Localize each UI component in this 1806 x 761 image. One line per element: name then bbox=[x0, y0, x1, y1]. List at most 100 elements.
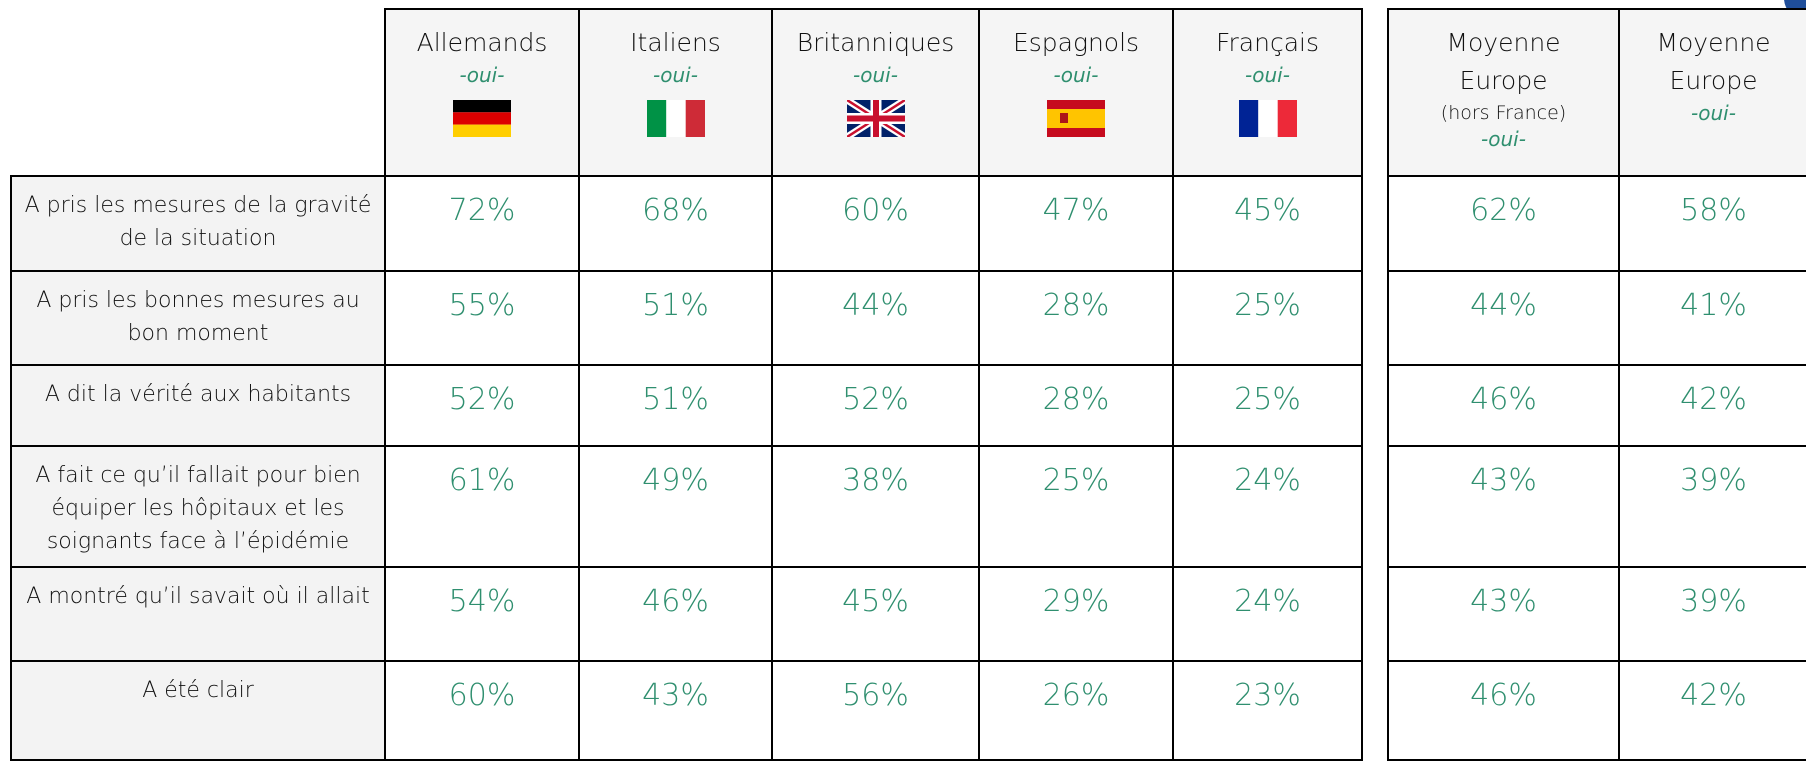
column-sub: -oui- bbox=[459, 63, 505, 87]
flag bbox=[1047, 100, 1105, 137]
column-name: Espagnols bbox=[1012, 28, 1140, 57]
value: 51% bbox=[642, 382, 709, 417]
row-label: A montré qu’il savait où il allait bbox=[10, 566, 386, 662]
column-name: Allemands bbox=[416, 28, 548, 57]
value: 28% bbox=[1042, 288, 1110, 323]
value-cell: 42% bbox=[1618, 660, 1806, 761]
column-header: Espagnols -oui- bbox=[978, 8, 1174, 177]
value: 55% bbox=[448, 288, 516, 323]
value: 25% bbox=[1234, 382, 1301, 417]
value: 60% bbox=[448, 678, 516, 713]
value: 51% bbox=[642, 288, 709, 323]
value-cell: 60% bbox=[771, 175, 980, 272]
value: 42% bbox=[1680, 678, 1747, 713]
value: 62% bbox=[1470, 193, 1537, 228]
value-cell: 46% bbox=[1387, 364, 1620, 447]
column-name: Français bbox=[1215, 28, 1320, 57]
value: 52% bbox=[448, 382, 516, 417]
value-cell: 28% bbox=[978, 364, 1174, 447]
value: 46% bbox=[1470, 678, 1537, 713]
value: 60% bbox=[842, 193, 909, 228]
value-cell: 60% bbox=[384, 660, 580, 761]
column-header: Moyenne Europe -oui- bbox=[1618, 8, 1806, 177]
column-sub: -oui- bbox=[653, 63, 698, 87]
value: 43% bbox=[1470, 584, 1537, 619]
value-cell: 58% bbox=[1618, 175, 1806, 272]
flag bbox=[846, 100, 905, 137]
row-label-text: A dit la vérité aux habitants bbox=[44, 382, 352, 407]
value-cell: 61% bbox=[384, 445, 580, 568]
value-cell: 49% bbox=[578, 445, 773, 568]
value: 45% bbox=[1234, 193, 1301, 228]
value-cell: 28% bbox=[978, 270, 1174, 366]
row-label: A dit la vérité aux habitants bbox=[10, 364, 386, 447]
row-label-text: A montré qu’il savait où il allait bbox=[26, 584, 370, 609]
value: 24% bbox=[1234, 463, 1301, 498]
value: 56% bbox=[842, 678, 909, 713]
value: 46% bbox=[642, 584, 709, 619]
value: 61% bbox=[448, 463, 516, 498]
row-label-text: A pris les mesures de la gravité de la s… bbox=[24, 193, 372, 251]
column-name: Italiens bbox=[630, 28, 721, 57]
value-cell: 42% bbox=[1618, 364, 1806, 447]
value: 44% bbox=[842, 288, 909, 323]
value: 28% bbox=[1042, 382, 1110, 417]
value-cell: 45% bbox=[771, 566, 980, 662]
value: 72% bbox=[448, 193, 516, 228]
value-cell: 23% bbox=[1172, 660, 1363, 761]
row-label-text: A été clair bbox=[142, 678, 254, 703]
value-cell: 52% bbox=[384, 364, 580, 447]
value: 58% bbox=[1680, 193, 1747, 228]
value-cell: 56% bbox=[771, 660, 980, 761]
value-cell: 68% bbox=[578, 175, 773, 272]
value: 29% bbox=[1042, 584, 1110, 619]
value: 42% bbox=[1680, 382, 1747, 417]
value: 43% bbox=[642, 678, 709, 713]
column-header: Allemands -oui- bbox=[384, 8, 580, 177]
value-cell: 47% bbox=[978, 175, 1174, 272]
value-cell: 39% bbox=[1618, 445, 1806, 568]
column-sub: -oui- bbox=[1053, 63, 1099, 87]
value: 47% bbox=[1042, 193, 1110, 228]
value: 45% bbox=[842, 584, 909, 619]
flag bbox=[453, 100, 511, 137]
value-cell: 46% bbox=[1387, 660, 1620, 761]
flag bbox=[1238, 100, 1297, 137]
column-name: Moyenne Europe bbox=[1656, 28, 1771, 95]
column-sub: -oui- bbox=[1481, 127, 1526, 151]
flag bbox=[646, 100, 705, 137]
value-cell: 26% bbox=[978, 660, 1174, 761]
value-cell: 25% bbox=[978, 445, 1174, 568]
value-cell: 24% bbox=[1172, 445, 1363, 568]
value: 23% bbox=[1234, 678, 1301, 713]
row-label: A été clair bbox=[10, 660, 386, 761]
value-cell: 55% bbox=[384, 270, 580, 366]
column-header: Britanniques -oui- bbox=[771, 8, 980, 177]
row-label-text: A pris les bonnes mesures au bon moment bbox=[36, 288, 360, 346]
value: 52% bbox=[842, 382, 909, 417]
value: 41% bbox=[1680, 288, 1747, 323]
value-cell: 45% bbox=[1172, 175, 1363, 272]
value-cell: 62% bbox=[1387, 175, 1620, 272]
column-sub: -oui- bbox=[1245, 63, 1290, 87]
value-cell: 72% bbox=[384, 175, 580, 272]
value: 43% bbox=[1470, 463, 1537, 498]
value: 38% bbox=[842, 463, 909, 498]
value: 49% bbox=[642, 463, 709, 498]
value: 54% bbox=[448, 584, 516, 619]
value-cell: 25% bbox=[1172, 364, 1363, 447]
value-cell: 51% bbox=[578, 364, 773, 447]
row-label: A pris les bonnes mesures au bon moment bbox=[10, 270, 386, 366]
value-cell: 39% bbox=[1618, 566, 1806, 662]
value-cell: 54% bbox=[384, 566, 580, 662]
value-cell: 25% bbox=[1172, 270, 1363, 366]
column-sub: -oui- bbox=[853, 63, 898, 87]
value-cell: 44% bbox=[1387, 270, 1620, 366]
column-sub: -oui- bbox=[1691, 101, 1736, 125]
value: 39% bbox=[1680, 584, 1747, 619]
value: 25% bbox=[1234, 288, 1301, 323]
column-note: (hors France) bbox=[1440, 102, 1567, 124]
value: 24% bbox=[1234, 584, 1301, 619]
value-cell: 52% bbox=[771, 364, 980, 447]
